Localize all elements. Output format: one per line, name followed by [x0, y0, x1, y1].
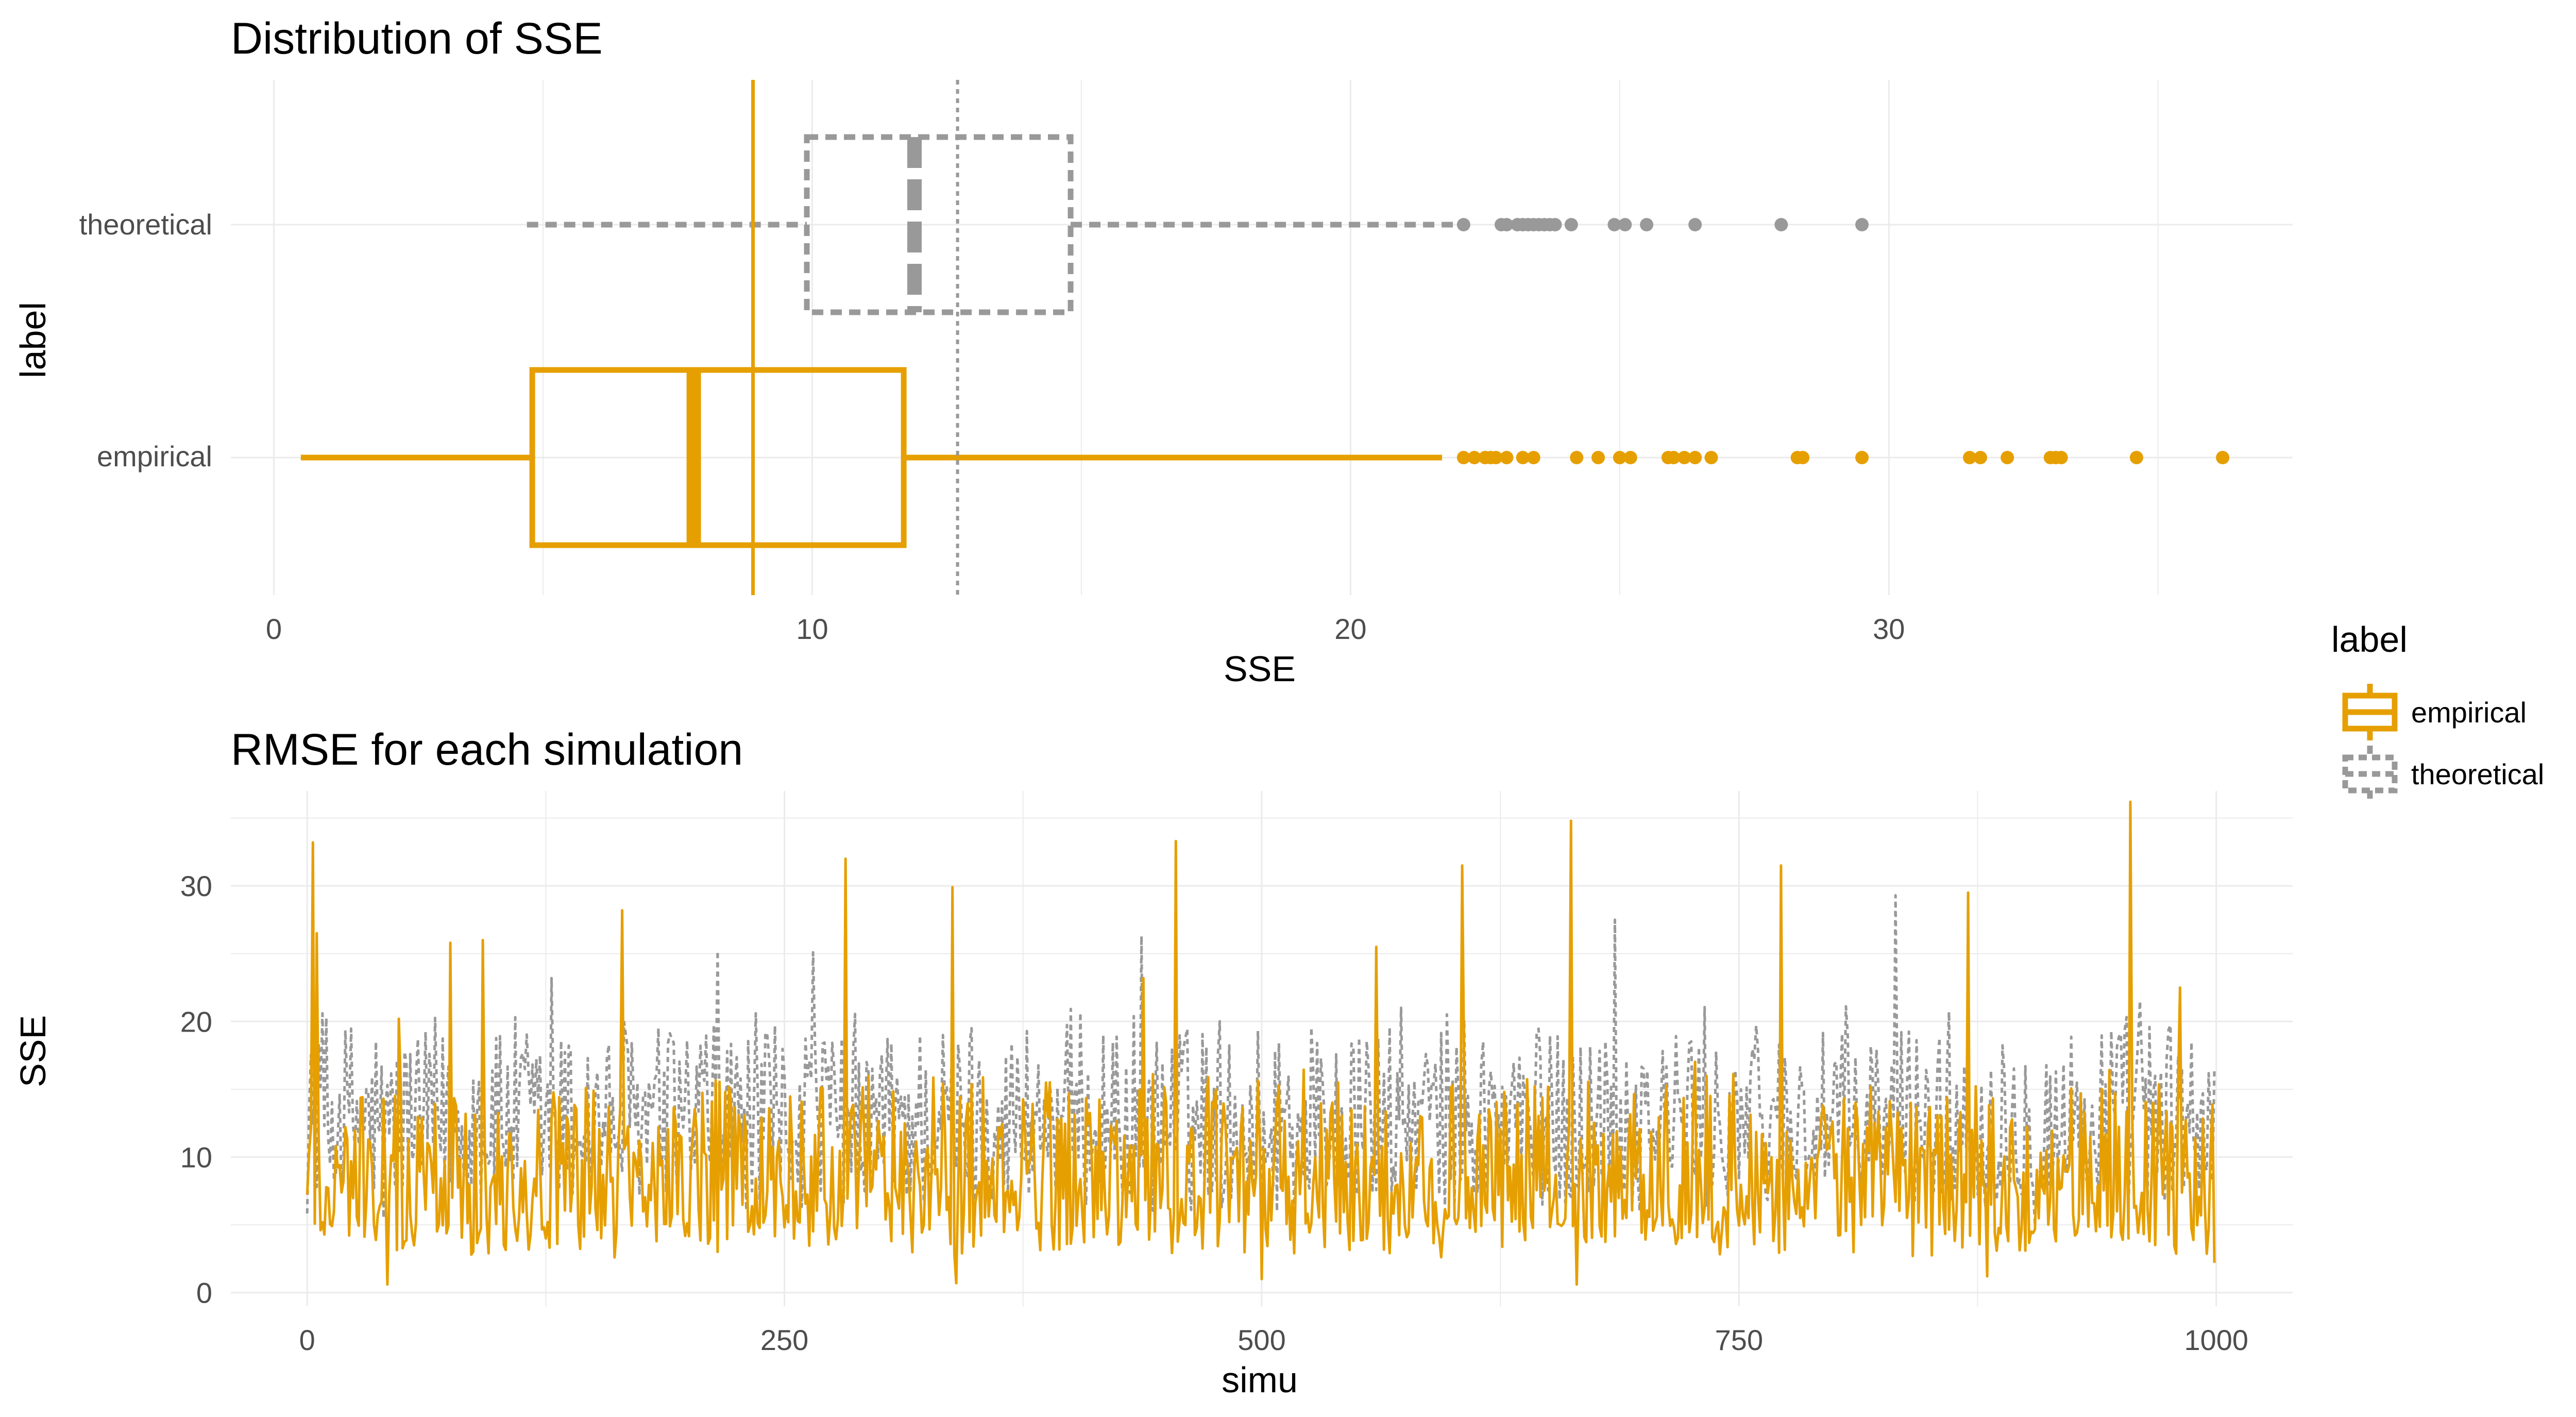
boxplot-x-tick-label: 30 — [1873, 613, 1905, 645]
line-y-tick-label: 30 — [180, 870, 212, 902]
line-x-tick-label: 750 — [1715, 1324, 1763, 1356]
outlier-point-empirical — [1623, 451, 1637, 464]
outlier-point-empirical — [1667, 451, 1681, 464]
y-tick-label-empirical: empirical — [97, 440, 212, 473]
outlier-point-empirical — [1500, 451, 1514, 464]
boxplot-x-tick-label: 20 — [1334, 613, 1366, 645]
boxplot-x-tick-label: 0 — [266, 613, 282, 645]
outlier-point-empirical — [1570, 451, 1584, 464]
outlier-point-empirical — [1963, 451, 1977, 464]
line-y-tick-label: 20 — [180, 1005, 212, 1038]
outlier-point-empirical — [1796, 451, 1810, 464]
outlier-point-empirical — [1456, 451, 1470, 464]
legend-keys — [2342, 684, 2398, 802]
outlier-point-empirical — [1591, 451, 1605, 464]
boxplot-x-tick-label: 10 — [796, 613, 828, 645]
line-x-tick-label: 500 — [1238, 1324, 1285, 1356]
outlier-point-empirical — [1516, 451, 1530, 464]
outlier-point-empirical — [1467, 451, 1481, 464]
outlier-point-theoretical — [1688, 218, 1702, 231]
outlier-point-theoretical — [1500, 218, 1514, 231]
line-y-tick-labels: 0 10 20 30 — [180, 870, 212, 1309]
line-y-axis-title: SSE — [13, 1015, 53, 1087]
legend-key-theoretical — [2342, 746, 2398, 802]
outlier-point-theoretical — [1456, 218, 1470, 231]
outlier-point-empirical — [1973, 451, 1987, 464]
line-y-tick-label: 10 — [180, 1141, 212, 1174]
line-x-tick-labels: 0 250 500 750 1000 — [299, 1324, 2248, 1356]
outlier-point-empirical — [1704, 451, 1718, 464]
line-x-tick-label: 1000 — [2184, 1324, 2248, 1356]
legend-key-empirical — [2342, 684, 2398, 740]
line-title: RMSE for each simulation — [231, 725, 743, 774]
boxplot-x-tick-labels: 0 10 20 30 — [266, 613, 1905, 645]
outlier-point-empirical — [1613, 451, 1626, 464]
y-tick-label-theoretical: theoretical — [79, 208, 212, 241]
outlier-point-empirical — [2054, 451, 2068, 464]
line-y-tick-label: 0 — [196, 1277, 212, 1309]
line-x-tick-label: 0 — [299, 1324, 315, 1356]
outlier-point-theoretical — [1774, 218, 1788, 231]
line-panel: RMSE for each simulation 0 250 500 750 1000 … — [13, 725, 2293, 1400]
boxplot-panel: Distribution of SSE 0 10 20 30 theoretical … — [13, 14, 2293, 689]
boxplot-y-axis-title: label — [13, 302, 53, 378]
outlier-point-empirical — [1677, 451, 1691, 464]
outlier-point-empirical — [1688, 451, 1702, 464]
legend-label-theoretical: theoretical — [2411, 758, 2544, 790]
boxplot-title: Distribution of SSE — [231, 14, 603, 63]
legend-title: label — [2331, 619, 2408, 660]
legend-label-empirical: empirical — [2411, 696, 2527, 729]
line-x-tick-label: 250 — [760, 1324, 808, 1356]
outlier-point-theoretical — [1855, 218, 1869, 231]
outlier-point-empirical — [2001, 451, 2014, 464]
outlier-point-empirical — [2129, 451, 2143, 464]
outlier-point-empirical — [1527, 451, 1540, 464]
outlier-point-theoretical — [1548, 218, 1562, 231]
box-empirical — [529, 367, 907, 548]
box-theoretical — [804, 134, 1074, 315]
outlier-point-empirical — [1489, 451, 1503, 464]
outlier-point-theoretical — [1618, 218, 1632, 231]
outlier-point-theoretical — [1564, 218, 1578, 231]
boxplot-x-axis-title: SSE — [1224, 649, 1296, 689]
boxplot-marks — [300, 80, 2230, 595]
outlier-point-theoretical — [1640, 218, 1654, 231]
outlier-point-theoretical — [1607, 218, 1621, 231]
outlier-point-empirical — [1855, 451, 1869, 464]
line-series-group — [306, 800, 2216, 1286]
line-x-axis-title: simu — [1222, 1360, 1298, 1400]
legend: label empirical theoretical — [2331, 619, 2544, 802]
outlier-point-empirical — [2216, 451, 2230, 464]
line-series-empirical — [306, 800, 2216, 1286]
